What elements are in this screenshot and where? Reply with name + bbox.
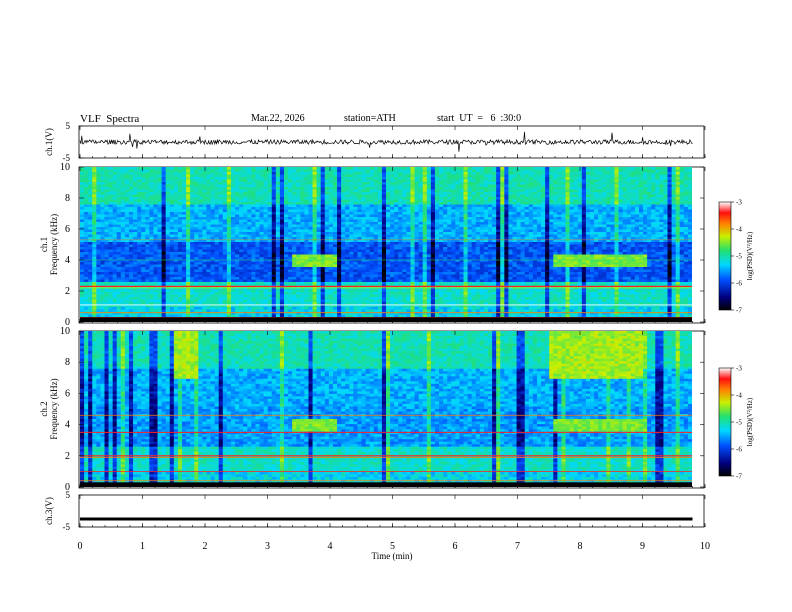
x-tick-label: 1	[140, 541, 145, 552]
x-axis-label: Time (min)	[372, 551, 413, 561]
spectrogram-y-axis-label: Frequency (kHz)	[49, 378, 59, 439]
spectrogram-y-tick-label: 10	[60, 162, 70, 173]
colorbar-tick-label: -4	[736, 392, 742, 400]
date-label: Mar.22, 2026	[251, 113, 305, 124]
waveform-y-tick-label: 5	[66, 490, 71, 500]
waveform-y-tick-label: -5	[63, 522, 71, 532]
ch1-waveform-frame	[78, 125, 705, 159]
colorbar-tick-label: -6	[736, 446, 742, 454]
x-tick-label: 0	[78, 541, 83, 552]
ch1-waveform-line	[79, 131, 693, 152]
colorbar-tick-label: -3	[736, 365, 742, 373]
ch2-spectrogram	[80, 331, 692, 487]
x-tick-label: 2	[203, 541, 208, 552]
spectrogram-y-axis-label: ch.1	[39, 237, 49, 252]
spectrogram-y-tick-label: 8	[65, 193, 70, 204]
spectrogram-y-tick-label: 6	[65, 388, 70, 399]
spectrogram-y-tick-label: 10	[60, 326, 70, 337]
colorbar-tick-label: -7	[736, 473, 742, 481]
start-time-label: start UT = 6 :30:0	[437, 113, 522, 124]
colorbar-label: log(PSD)(V²/Hz)	[746, 231, 754, 280]
chart-title: VLF Spectra	[80, 113, 140, 125]
waveform-y-axis-label: ch.3(V)	[44, 497, 54, 525]
x-tick-label: 7	[515, 541, 520, 552]
x-tick-label: 6	[453, 541, 458, 552]
colorbar-tick-label: -3	[736, 199, 742, 207]
waveform-y-tick-label: -5	[63, 153, 71, 163]
colorbar-tick-label: -5	[736, 419, 742, 427]
x-tick-label: 3	[265, 541, 270, 552]
colorbar-tick-label: -4	[736, 226, 742, 234]
spectrogram-y-axis-label: Frequency (kHz)	[49, 214, 59, 275]
waveform-y-axis-label: ch.1(V)	[44, 128, 54, 156]
x-tick-label: 9	[640, 541, 645, 552]
spectrogram-y-tick-label: 6	[65, 224, 70, 235]
spectrogram-y-tick-label: 0	[65, 317, 70, 328]
x-tick-label: 5	[390, 541, 395, 552]
spectrogram-y-tick-label: 4	[65, 255, 70, 266]
ch1-spectrogram	[80, 167, 692, 322]
colorbar-tick-label: -5	[736, 253, 742, 261]
x-tick-label: 10	[700, 541, 710, 552]
colorbar-tick-label: -6	[736, 280, 742, 288]
colorbar-tick-label: -7	[736, 307, 742, 315]
spectrogram-y-tick-label: 0	[65, 482, 70, 493]
spectrogram-y-tick-label: 8	[65, 357, 70, 368]
ch2-colorbar	[718, 367, 732, 477]
x-tick-label: 8	[578, 541, 583, 552]
spectrogram-y-tick-label: 2	[65, 451, 70, 462]
colorbar-label: log(PSD)(V²/Hz)	[746, 397, 754, 446]
spectrogram-y-tick-label: 4	[65, 420, 70, 431]
ch3-waveform-frame	[78, 494, 705, 528]
ch1-colorbar	[718, 201, 732, 311]
spectrogram-y-axis-label: ch.2	[39, 401, 49, 416]
station-label: station=ATH	[344, 113, 396, 124]
x-tick-label: 4	[328, 541, 333, 552]
spectrogram-y-tick-label: 2	[65, 286, 70, 297]
waveform-y-tick-label: 5	[66, 121, 71, 131]
